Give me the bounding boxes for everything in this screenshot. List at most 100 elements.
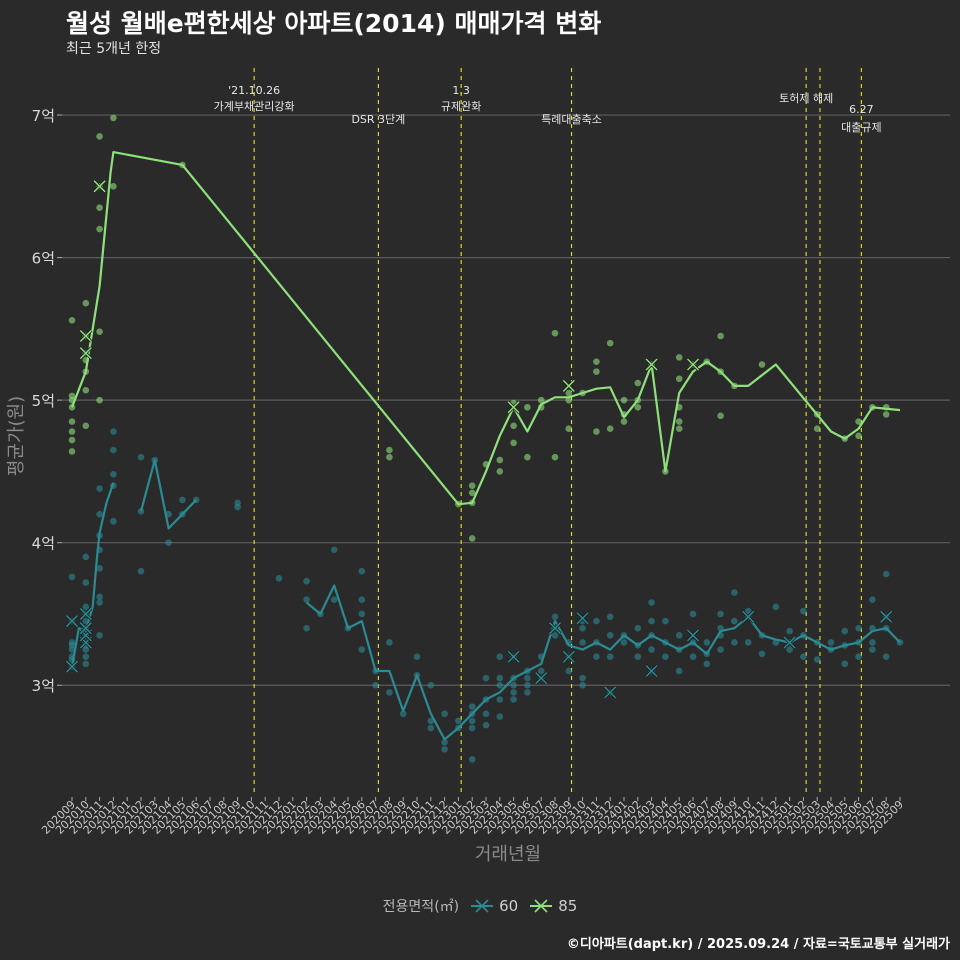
data-point-85 <box>110 114 117 122</box>
data-point-60 <box>524 689 531 696</box>
data-point-85 <box>96 204 103 211</box>
data-point-60 <box>786 646 793 653</box>
y-tick-label: 4억 <box>32 535 55 553</box>
data-point-60 <box>731 639 738 646</box>
data-point-60 <box>96 485 103 492</box>
data-point-60 <box>179 496 186 504</box>
data-point-60 <box>717 646 724 653</box>
data-point-85 <box>855 418 862 425</box>
data-point-60 <box>137 508 145 515</box>
cross-marker-60 <box>783 635 797 650</box>
data-point-60 <box>468 724 476 732</box>
data-point-60 <box>82 660 90 668</box>
data-point-85 <box>606 425 614 432</box>
data-point-85 <box>675 418 683 425</box>
data-point-60 <box>330 596 338 604</box>
legend-key-85 <box>530 899 553 913</box>
data-point-60 <box>648 617 655 625</box>
data-point-60 <box>68 642 76 649</box>
data-point-60 <box>82 553 90 561</box>
data-point-85 <box>593 358 600 365</box>
cross-marker-60 <box>79 621 93 635</box>
data-point-60 <box>813 656 821 663</box>
data-point-60 <box>427 681 435 689</box>
cross-marker-85 <box>93 179 107 193</box>
data-point-60 <box>496 681 504 689</box>
data-point-60 <box>537 667 545 675</box>
cross-marker-60 <box>686 628 700 642</box>
data-point-60 <box>82 579 90 586</box>
data-point-85 <box>593 428 600 435</box>
data-point-60 <box>800 653 807 661</box>
data-point-60 <box>634 653 642 661</box>
data-point-85 <box>524 403 531 411</box>
data-point-85 <box>510 422 517 430</box>
data-point-60 <box>717 610 724 618</box>
data-point-60 <box>330 546 338 554</box>
data-point-60 <box>662 653 669 661</box>
data-point-85 <box>565 396 573 404</box>
data-point-85 <box>510 439 517 447</box>
data-point-60 <box>579 639 586 646</box>
source-caption: ©디아파트(dapt.kr) / 2025.09.24 / 자료=국토교통부 실… <box>566 937 950 952</box>
data-point-85 <box>524 453 531 461</box>
data-point-85 <box>468 489 476 497</box>
data-point-60 <box>731 589 738 596</box>
legend-item-85[interactable]: 85 <box>530 897 577 915</box>
data-point-60 <box>496 713 504 720</box>
y-axis-label: 평균가(원) <box>6 396 27 476</box>
data-point-60 <box>827 639 835 646</box>
data-point-60 <box>482 710 490 718</box>
data-point-60 <box>482 674 490 682</box>
data-point-60 <box>234 499 241 507</box>
data-point-60 <box>303 596 310 604</box>
chart-subtitle: 최근 5개년 한정 <box>66 41 162 57</box>
data-point-60 <box>551 613 559 621</box>
data-point-60 <box>358 596 366 604</box>
data-point-60 <box>82 603 90 611</box>
data-point-60 <box>96 632 103 639</box>
data-point-85 <box>96 225 103 233</box>
data-point-60 <box>675 632 683 639</box>
legend-label-85: 85 <box>558 897 578 915</box>
cross-marker-60 <box>576 611 590 625</box>
data-point-85 <box>68 392 76 400</box>
data-point-60 <box>744 639 752 646</box>
data-point-60 <box>110 518 117 525</box>
data-point-85 <box>717 412 724 420</box>
cross-marker-60 <box>65 614 79 628</box>
data-point-60 <box>165 539 172 546</box>
data-point-85 <box>813 425 821 432</box>
data-point-85 <box>882 411 890 418</box>
data-point-60 <box>496 696 504 703</box>
data-point-60 <box>482 721 490 729</box>
data-point-60 <box>869 646 876 653</box>
data-point-60 <box>386 689 393 696</box>
y-tick-label: 3억 <box>32 677 55 695</box>
policy-annotation-date: 1.3 <box>452 84 470 97</box>
data-point-60 <box>606 632 614 639</box>
data-point-60 <box>441 710 448 718</box>
policy-annotation-date: 특례대출축소 <box>541 113 602 126</box>
data-point-85 <box>468 535 476 542</box>
data-point-85 <box>675 375 683 383</box>
data-point-60 <box>303 577 310 585</box>
data-point-60 <box>510 696 517 703</box>
cross-marker-60 <box>603 685 617 699</box>
cross-marker-60 <box>65 660 79 674</box>
data-point-60 <box>648 646 655 653</box>
data-point-85 <box>565 389 573 397</box>
data-point-60 <box>648 599 655 606</box>
data-point-85 <box>855 432 862 440</box>
data-point-60 <box>731 617 738 625</box>
data-point-60 <box>662 617 669 625</box>
cross-marker-60 <box>879 610 893 624</box>
cross-marker-60 <box>562 650 576 664</box>
data-point-60 <box>358 610 366 618</box>
data-point-85 <box>96 396 103 404</box>
data-point-85 <box>82 299 90 307</box>
legend-item-60[interactable]: 60 <box>471 897 518 915</box>
cross-marker-85 <box>507 400 521 414</box>
cross-marker-85 <box>79 329 93 343</box>
